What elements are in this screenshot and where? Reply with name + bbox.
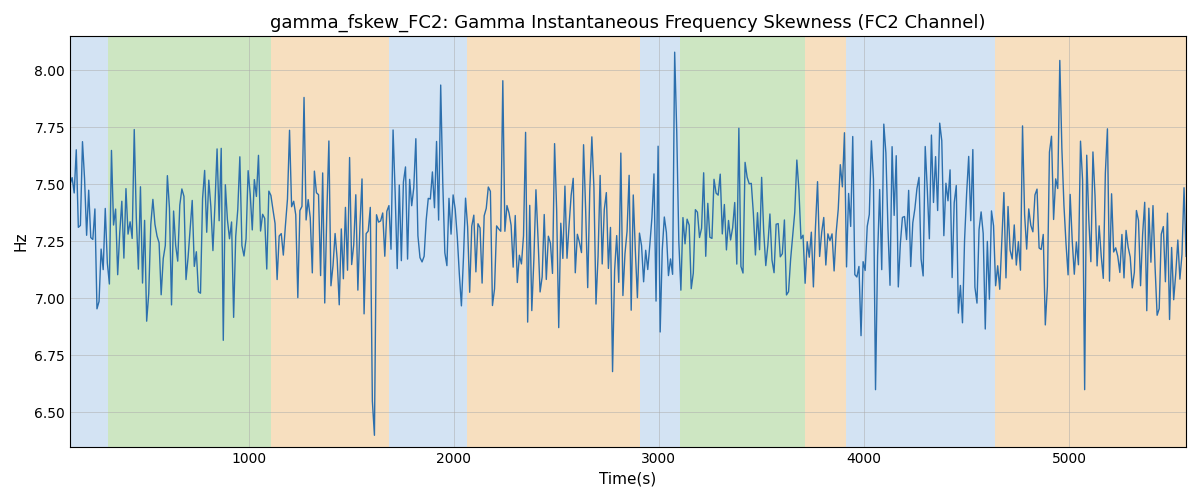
Bar bbox=[846, 36, 995, 447]
Y-axis label: Hz: Hz bbox=[14, 232, 29, 251]
Bar bbox=[995, 36, 1186, 447]
X-axis label: Time(s): Time(s) bbox=[600, 471, 656, 486]
Bar bbox=[467, 36, 641, 447]
Bar bbox=[389, 36, 467, 447]
Bar bbox=[680, 36, 804, 447]
Bar bbox=[108, 36, 271, 447]
Bar bbox=[641, 36, 680, 447]
Bar bbox=[804, 36, 846, 447]
Title: gamma_fskew_FC2: Gamma Instantaneous Frequency Skewness (FC2 Channel): gamma_fskew_FC2: Gamma Instantaneous Fre… bbox=[270, 14, 986, 32]
Bar bbox=[70, 36, 108, 447]
Bar bbox=[271, 36, 389, 447]
